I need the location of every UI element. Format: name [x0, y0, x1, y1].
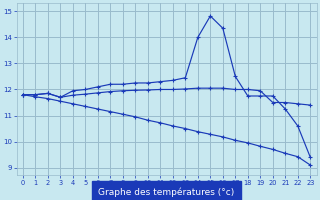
- X-axis label: Graphe des températures (°c): Graphe des températures (°c): [99, 187, 235, 197]
